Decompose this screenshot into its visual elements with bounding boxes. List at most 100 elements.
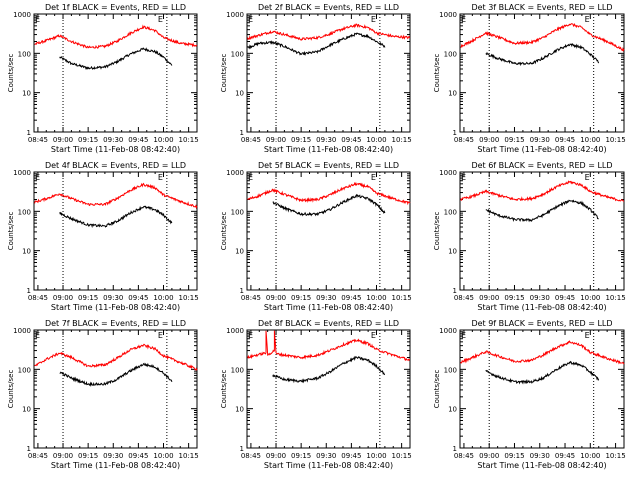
x-tick-label: 10:00 (366, 136, 386, 144)
y-tick-label: 1 (27, 287, 31, 295)
plot-frame (246, 13, 411, 133)
x-tick-label: 08:45 (454, 294, 474, 302)
events-series-line (485, 360, 600, 385)
chart-panel: Det 1f BLACK = Events, RED = LLD 1 10 100 10… (7, 3, 199, 154)
x-axis-label: Start Time (11-Feb-08 08:42:40) (51, 461, 180, 470)
chart-title: Det 2f BLACK = Events, RED = LLD (258, 3, 399, 12)
event-marker-letter: E (35, 173, 40, 182)
plot-frame (33, 171, 198, 291)
event-marker-letter: E (35, 331, 40, 340)
y-tick-label: 10 (22, 90, 31, 98)
event-marker-letter: E (461, 15, 466, 24)
x-tick-label: 09:00 (479, 452, 499, 460)
x-tick-label: 10:00 (580, 136, 600, 144)
x-axis-label: Start Time (11-Feb-08 08:42:40) (264, 145, 393, 154)
x-tick-label: 09:15 (504, 294, 524, 302)
y-tick-label: 1 (240, 445, 244, 453)
chart-title: Det 7f BLACK = Events, RED = LLD (45, 319, 186, 328)
x-axis-label: Start Time (11-Feb-08 08:42:40) (477, 145, 606, 154)
lld-series-line (34, 182, 198, 210)
y-tick-label: 100 (444, 208, 457, 216)
x-tick-label: 09:15 (78, 136, 98, 144)
y-tick-label: 1000 (226, 11, 244, 19)
y-tick-label: 10 (22, 248, 31, 256)
x-axis-label: Start Time (11-Feb-08 08:42:40) (51, 145, 180, 154)
event-marker-letter: E (585, 15, 590, 24)
x-tick-label: 09:30 (103, 294, 123, 302)
events-series-line (485, 199, 599, 223)
x-tick-label: 09:45 (555, 294, 575, 302)
lld-series-line (460, 23, 625, 52)
events-series-line (59, 362, 173, 388)
x-tick-label: 09:45 (341, 452, 361, 460)
y-tick-label: 1 (27, 445, 31, 453)
x-tick-label: 10:00 (366, 452, 386, 460)
event-marker-letter: E (35, 15, 40, 24)
chart-panel: Det 7f BLACK = Events, RED = LLD 1 10 100 10… (7, 319, 199, 470)
y-tick-label: 10 (22, 406, 31, 414)
x-tick-label: 08:45 (241, 294, 261, 302)
chart-title: Det 6f BLACK = Events, RED = LLD (471, 161, 612, 170)
x-tick-label: 09:45 (555, 452, 575, 460)
y-axis-label: Counts/sec (7, 212, 15, 251)
x-tick-label: 09:30 (316, 294, 336, 302)
x-axis-label: Start Time (11-Feb-08 08:42:40) (264, 461, 393, 470)
event-marker-letter: E (158, 15, 163, 24)
chart-title: Det 4f BLACK = Events, RED = LLD (45, 161, 186, 170)
x-axis-label: Start Time (11-Feb-08 08:42:40) (264, 303, 393, 312)
y-tick-label: 1000 (226, 327, 244, 335)
y-axis-label: Counts/sec (433, 54, 441, 93)
event-marker-letter: E (461, 173, 466, 182)
x-tick-label: 09:15 (291, 294, 311, 302)
events-series-line (272, 355, 386, 384)
y-tick-label: 1 (240, 129, 244, 137)
y-tick-label: 1000 (439, 327, 457, 335)
x-tick-label: 09:15 (504, 136, 524, 144)
x-tick-label: 09:30 (316, 452, 336, 460)
x-tick-label: 10:15 (179, 452, 199, 460)
y-tick-label: 100 (231, 208, 244, 216)
x-tick-label: 09:15 (78, 294, 98, 302)
y-tick-label: 10 (235, 248, 244, 256)
event-marker-letter: E (371, 331, 376, 340)
event-marker-letter: E (585, 173, 590, 182)
y-axis-label: Counts/sec (220, 54, 228, 93)
events-series-line (59, 205, 173, 229)
plot-frame (246, 329, 411, 449)
event-marker-letter: E (158, 331, 163, 340)
x-tick-label: 09:30 (530, 136, 550, 144)
chart-title: Det 1f BLACK = Events, RED = LLD (45, 3, 186, 12)
x-tick-label: 09:00 (266, 452, 286, 460)
chart-panel: Det 9f BLACK = Events, RED = LLD 1 10 100 10… (433, 319, 626, 470)
y-tick-label: 1 (453, 129, 457, 137)
x-tick-label: 09:15 (504, 452, 524, 460)
x-tick-label: 08:45 (28, 136, 48, 144)
y-tick-label: 1000 (226, 169, 244, 177)
lld-series-line (247, 330, 410, 362)
y-axis-label: Counts/sec (433, 212, 441, 251)
y-tick-label: 10 (448, 248, 457, 256)
y-tick-label: 1 (453, 445, 457, 453)
events-series-line (272, 193, 386, 217)
x-tick-label: 10:15 (605, 294, 625, 302)
x-tick-label: 09:45 (555, 136, 575, 144)
y-tick-label: 10 (235, 90, 244, 98)
y-tick-label: 100 (18, 366, 31, 374)
y-tick-label: 100 (444, 366, 457, 374)
y-tick-label: 1000 (13, 327, 31, 335)
x-tick-label: 10:00 (153, 294, 173, 302)
x-tick-label: 08:45 (454, 452, 474, 460)
event-marker-letter: E (371, 173, 376, 182)
x-axis-label: Start Time (11-Feb-08 08:42:40) (477, 303, 606, 312)
y-axis-label: Counts/sec (220, 212, 228, 251)
x-tick-label: 08:45 (28, 452, 48, 460)
x-tick-label: 08:45 (241, 136, 261, 144)
x-tick-label: 10:00 (580, 452, 600, 460)
y-tick-label: 1 (240, 287, 244, 295)
plot-frame (459, 171, 625, 291)
x-tick-label: 09:45 (341, 294, 361, 302)
x-tick-label: 09:30 (316, 136, 336, 144)
y-axis-label: Counts/sec (7, 54, 15, 93)
x-tick-label: 09:45 (128, 136, 148, 144)
